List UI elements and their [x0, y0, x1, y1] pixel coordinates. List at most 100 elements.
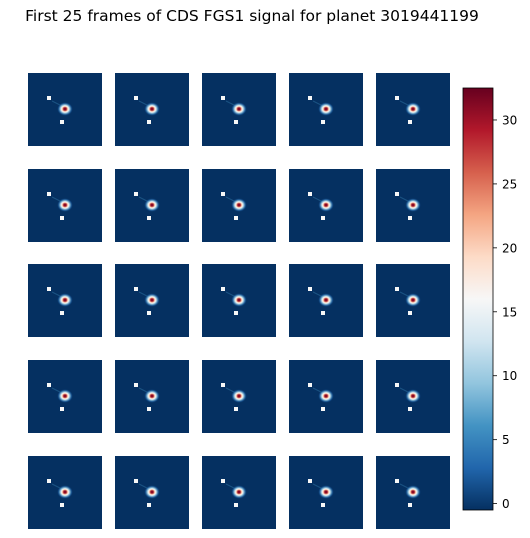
star-core [150, 490, 154, 494]
hot-pixel [234, 216, 238, 220]
hot-pixel [408, 311, 412, 315]
star-core [237, 394, 241, 398]
star-core [63, 203, 67, 207]
frame-11 [28, 264, 102, 337]
hot-pixel [234, 503, 238, 507]
colorbar-gradient [462, 87, 494, 511]
colorbar: 0 5 10 15 20 25 30 [462, 87, 530, 511]
hot-pixel [308, 96, 312, 100]
frame-7 [115, 169, 189, 242]
hot-pixel [408, 120, 412, 124]
hot-pixel [234, 120, 238, 124]
hot-pixel [134, 479, 138, 483]
hot-pixel [234, 407, 238, 411]
hot-pixel [134, 383, 138, 387]
frame-17 [115, 360, 189, 433]
hot-pixel [60, 120, 64, 124]
hot-pixel [47, 287, 51, 291]
frame-13 [202, 264, 276, 337]
frame-21 [28, 456, 102, 529]
hot-pixel [47, 192, 51, 196]
star-core [411, 298, 415, 302]
star-core [63, 107, 67, 111]
hot-pixel [395, 287, 399, 291]
frame-9 [289, 169, 363, 242]
hot-pixel [134, 287, 138, 291]
frame-22 [115, 456, 189, 529]
hot-pixel [147, 407, 151, 411]
frame-19 [289, 360, 363, 433]
chart-title: First 25 frames of CDS FGS1 signal for p… [25, 7, 479, 25]
hot-pixel [308, 192, 312, 196]
star-core [411, 490, 415, 494]
hot-pixel [134, 96, 138, 100]
hot-pixel [47, 96, 51, 100]
frame-10 [376, 169, 450, 242]
star-core [237, 107, 241, 111]
star-core [150, 107, 154, 111]
hot-pixel [134, 192, 138, 196]
colorbar-tick-label: 15 [502, 305, 517, 319]
hot-pixel [234, 311, 238, 315]
frame-20 [376, 360, 450, 433]
frame-24 [289, 456, 363, 529]
star-core [324, 490, 328, 494]
hot-pixel [321, 311, 325, 315]
star-core [411, 394, 415, 398]
hot-pixel [308, 383, 312, 387]
hot-pixel [60, 311, 64, 315]
hot-pixel [408, 216, 412, 220]
hot-pixel [221, 383, 225, 387]
frame-16 [28, 360, 102, 433]
frame-2 [115, 73, 189, 146]
star-core [63, 298, 67, 302]
hot-pixel [395, 96, 399, 100]
colorbar-ticks: 0 5 10 15 20 25 30 [493, 113, 517, 511]
frame-23 [202, 456, 276, 529]
hot-pixel [221, 96, 225, 100]
star-core [324, 394, 328, 398]
star-core [324, 298, 328, 302]
star-core [150, 394, 154, 398]
frame-8 [202, 169, 276, 242]
colorbar-tick-label: 25 [502, 177, 517, 191]
hot-pixel [308, 479, 312, 483]
frame-1 [28, 73, 102, 146]
colorbar-tick-label: 5 [502, 433, 510, 447]
hot-pixel [221, 192, 225, 196]
hot-pixel [321, 407, 325, 411]
hot-pixel [147, 216, 151, 220]
colorbar-tick-label: 20 [502, 241, 517, 255]
hot-pixel [321, 120, 325, 124]
colorbar-tick-label: 0 [502, 497, 510, 511]
colorbar-svg: 0 5 10 15 20 25 30 [462, 87, 517, 511]
hot-pixel [321, 216, 325, 220]
star-core [63, 394, 67, 398]
hot-pixel [221, 479, 225, 483]
hot-pixel [47, 479, 51, 483]
colorbar-tick-label: 10 [502, 369, 517, 383]
hot-pixel [395, 192, 399, 196]
hot-pixel [147, 503, 151, 507]
frame-4 [289, 73, 363, 146]
hot-pixel [308, 287, 312, 291]
hot-pixel [221, 287, 225, 291]
hot-pixel [395, 479, 399, 483]
hot-pixel [47, 383, 51, 387]
hot-pixel [60, 407, 64, 411]
colorbar-tick-label: 30 [502, 113, 517, 127]
hot-pixel [147, 120, 151, 124]
frame-6 [28, 169, 102, 242]
star-core [63, 490, 67, 494]
frame-12 [115, 264, 189, 337]
star-core [411, 107, 415, 111]
frame-15 [376, 264, 450, 337]
hot-pixel [408, 503, 412, 507]
hot-pixel [60, 216, 64, 220]
frame-25 [376, 456, 450, 529]
frame-14 [289, 264, 363, 337]
star-core [411, 203, 415, 207]
hot-pixel [321, 503, 325, 507]
star-core [150, 298, 154, 302]
